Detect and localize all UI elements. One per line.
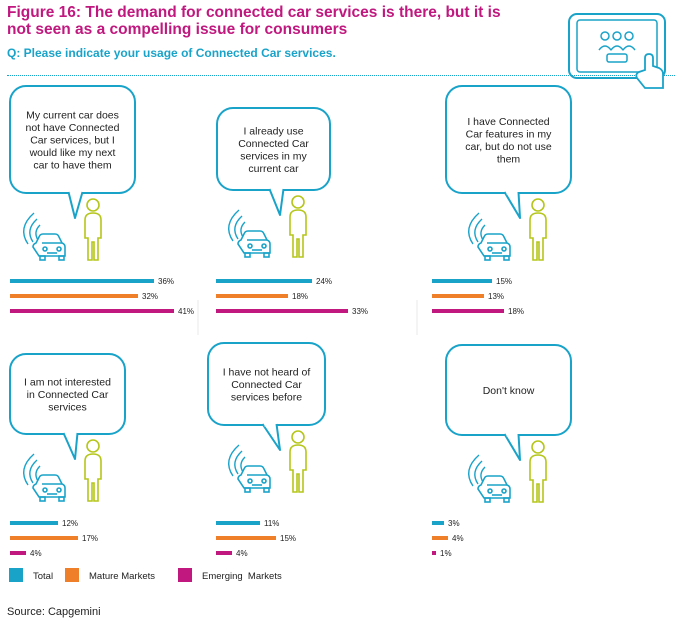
bubble-text-line: car, but do not use — [465, 141, 552, 153]
bar-emerging — [432, 309, 504, 313]
bubble-text-line: current car — [248, 163, 299, 175]
data-label: 41% — [178, 307, 194, 316]
bubble-text-line: car to have them — [33, 160, 111, 172]
legend-swatch-total — [9, 568, 23, 582]
person-icon — [289, 430, 307, 493]
bar-emerging — [10, 551, 26, 555]
data-label: 36% — [158, 277, 174, 286]
speech-bubble-tail — [268, 188, 285, 216]
legend-label-mature: Mature Markets — [89, 571, 155, 582]
person-icon — [529, 198, 547, 261]
bar-total — [432, 279, 492, 283]
legend-swatch-mature — [65, 568, 79, 582]
speech-bubble-tail — [67, 191, 84, 219]
person-icon — [289, 195, 307, 258]
data-label: 1% — [440, 549, 452, 558]
data-label: 18% — [292, 292, 308, 301]
data-label: 32% — [142, 292, 158, 301]
bubble-text-line: them — [497, 153, 521, 165]
bar-total — [216, 521, 260, 525]
bubble-text-line: services — [48, 402, 87, 414]
bar-mature — [432, 536, 448, 540]
bar-mature — [10, 294, 138, 298]
source-note: Source: Capgemini — [7, 606, 101, 618]
person-icon — [529, 440, 547, 503]
bubble-text-line: Connected Car — [238, 138, 309, 150]
car-icon — [467, 454, 511, 503]
legend-swatch-emerging — [178, 568, 192, 582]
chart-title: Figure 16: The demand for connected car … — [7, 4, 501, 38]
bar-mature — [216, 294, 288, 298]
bubble-text-line: Car services, but I — [30, 135, 115, 147]
data-label: 4% — [236, 549, 248, 558]
bubble-text-line: not have Connected — [26, 122, 120, 134]
bubble-text-line: I have Connected — [467, 116, 549, 128]
data-label: 15% — [280, 534, 296, 543]
bubble-text-line: services before — [231, 392, 302, 404]
data-label: 15% — [496, 277, 512, 286]
bar-emerging — [216, 551, 232, 555]
speech-bubble-tail — [62, 432, 79, 460]
bar-emerging — [432, 551, 436, 555]
data-label: 11% — [264, 519, 279, 528]
data-label: 17% — [82, 534, 98, 543]
bar-mature — [10, 536, 78, 540]
speech-bubble-tail — [261, 423, 281, 451]
tablet-touch-icon — [568, 13, 666, 89]
bar-emerging — [216, 309, 348, 313]
bar-mature — [432, 294, 484, 298]
car-icon — [227, 444, 271, 493]
data-label: 13% — [488, 292, 504, 301]
data-label: 33% — [352, 307, 368, 316]
bubble-text-line: in Connected Car — [27, 389, 109, 401]
data-label: 18% — [508, 307, 524, 316]
car-icon — [22, 212, 66, 261]
car-icon — [467, 212, 511, 261]
legend-label-total: Total — [33, 571, 54, 582]
bubble-text-line: Car features in my — [466, 128, 553, 140]
bar-total — [10, 279, 154, 283]
chart-subtitle: Q: Please indicate your usage of Connect… — [7, 46, 336, 60]
bar-emerging — [10, 309, 174, 313]
bubble-text-line: I already use — [243, 125, 303, 137]
speech-bubble-tail — [503, 191, 521, 219]
car-icon — [227, 209, 271, 258]
person-icon — [84, 198, 102, 261]
bubble-text-line: Connected Car — [231, 379, 302, 391]
person-icon — [84, 439, 102, 502]
data-label: 3% — [448, 519, 460, 528]
speech-bubble-tail — [503, 433, 521, 461]
bubble-text-line: Don't know — [483, 385, 535, 397]
data-label: 4% — [30, 549, 42, 558]
legend-label-emerging: Emerging Markets — [202, 571, 282, 582]
data-label: 4% — [452, 534, 464, 543]
car-icon — [22, 453, 66, 502]
bubble-text-line: I am not interested — [24, 377, 111, 389]
bubble-text-line: services in my — [240, 150, 307, 162]
bar-total — [216, 279, 312, 283]
data-label: 12% — [62, 519, 78, 528]
data-label: 24% — [316, 277, 332, 286]
bubble-text-line: I have not heard of — [223, 367, 311, 379]
bar-total — [10, 521, 58, 525]
dotted-divider — [7, 75, 675, 76]
bar-total — [432, 521, 444, 525]
bar-mature — [216, 536, 276, 540]
bubble-text-line: would like my next — [29, 147, 116, 159]
bubble-text-line: My current car does — [26, 110, 119, 122]
